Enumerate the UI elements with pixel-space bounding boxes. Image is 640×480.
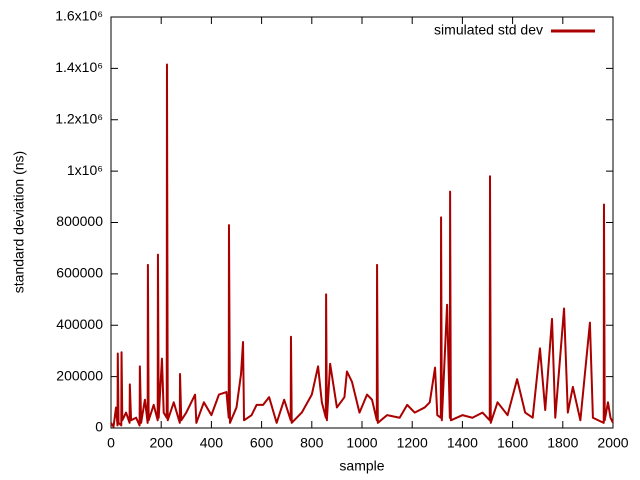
y-tick-label: 600000: [56, 265, 103, 281]
data-line: [110, 63, 614, 428]
legend-label: simulated std dev: [434, 22, 543, 38]
x-tick-label: 1000: [346, 435, 377, 451]
x-tick-label: 1600: [497, 435, 528, 451]
x-tick-label: 2000: [597, 435, 628, 451]
y-tick-label: 1.6x10⁶: [55, 8, 103, 24]
y-tick-label: 800000: [56, 213, 103, 229]
x-tick-label: 200: [150, 435, 174, 451]
y-axis-label: standard deviation (ns): [11, 151, 27, 293]
x-axis-label: sample: [339, 458, 384, 474]
x-tick-label: 600: [250, 435, 274, 451]
x-tick-label: 1200: [397, 435, 428, 451]
y-tick-label: 400000: [56, 316, 103, 332]
y-tick-label: 1.2x10⁶: [55, 110, 103, 126]
x-tick-label: 1800: [547, 435, 578, 451]
y-tick-label: 200000: [56, 367, 103, 383]
x-tick-label: 800: [300, 435, 324, 451]
y-tick-label: 1x10⁶: [67, 162, 103, 178]
x-tick-label: 1400: [447, 435, 478, 451]
x-tick-label: 400: [200, 435, 224, 451]
y-tick-label: 0: [95, 419, 103, 435]
x-tick-label: 0: [107, 435, 115, 451]
y-tick-label: 1.4x10⁶: [55, 59, 103, 75]
